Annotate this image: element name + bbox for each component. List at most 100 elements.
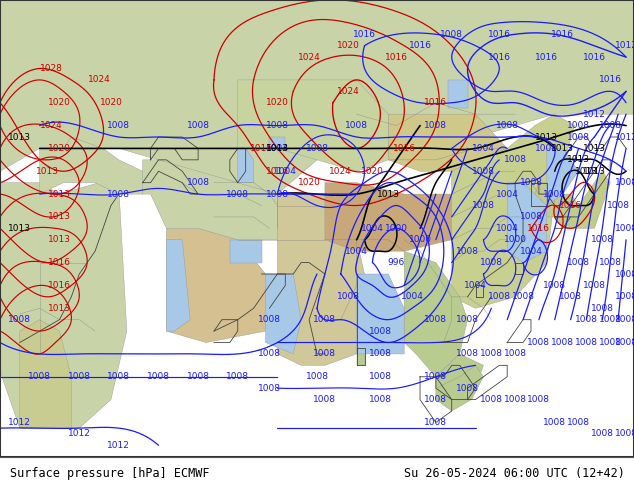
Text: 1000: 1000 <box>385 224 408 233</box>
Text: 1008: 1008 <box>567 258 590 267</box>
Text: 1013: 1013 <box>535 132 559 142</box>
Text: 1008: 1008 <box>313 315 337 324</box>
Polygon shape <box>20 319 71 428</box>
Text: 1004: 1004 <box>519 246 543 256</box>
Text: 1004: 1004 <box>496 224 519 233</box>
Text: 1008: 1008 <box>503 349 527 358</box>
Text: 1016: 1016 <box>250 144 273 153</box>
Text: 1028: 1028 <box>40 64 63 73</box>
Text: 1008: 1008 <box>480 258 503 267</box>
Text: 1008: 1008 <box>186 121 210 130</box>
Polygon shape <box>547 148 579 205</box>
Text: 1008: 1008 <box>614 270 634 278</box>
Text: 1013: 1013 <box>36 167 59 176</box>
Text: 1016: 1016 <box>488 52 511 62</box>
Text: 1008: 1008 <box>598 315 622 324</box>
Text: 1008: 1008 <box>614 178 634 187</box>
Text: 1008: 1008 <box>107 190 131 198</box>
Text: 1016: 1016 <box>408 41 432 50</box>
Text: 1020: 1020 <box>266 98 289 107</box>
Text: 1008: 1008 <box>496 121 519 130</box>
Text: 1008: 1008 <box>551 338 574 347</box>
Text: 1008: 1008 <box>226 190 249 198</box>
Text: 1016: 1016 <box>385 52 408 62</box>
Text: 1016: 1016 <box>535 52 559 62</box>
Text: 1008: 1008 <box>424 121 448 130</box>
Text: 1016: 1016 <box>353 30 376 39</box>
Text: 1008: 1008 <box>107 121 131 130</box>
Text: 1008: 1008 <box>503 395 527 404</box>
Text: 1008: 1008 <box>598 258 622 267</box>
Text: 1020: 1020 <box>337 41 360 50</box>
Polygon shape <box>507 183 547 263</box>
Text: 1004: 1004 <box>266 144 289 153</box>
Polygon shape <box>143 160 278 240</box>
Text: 1008: 1008 <box>614 293 634 301</box>
Text: 1008: 1008 <box>535 144 559 153</box>
Polygon shape <box>555 171 610 228</box>
Text: 1000: 1000 <box>503 235 527 244</box>
Text: 1020: 1020 <box>361 167 384 176</box>
Text: 1008: 1008 <box>258 349 281 358</box>
Text: 1008: 1008 <box>424 372 448 381</box>
Text: 1008: 1008 <box>575 338 598 347</box>
Text: 1020: 1020 <box>100 98 122 107</box>
Text: 1013: 1013 <box>8 224 31 233</box>
Text: 1008: 1008 <box>543 190 566 198</box>
Text: 1008: 1008 <box>313 349 337 358</box>
Text: 1008: 1008 <box>266 190 289 198</box>
Polygon shape <box>166 240 190 331</box>
Text: 1008: 1008 <box>567 418 590 427</box>
Text: 1008: 1008 <box>186 178 210 187</box>
Text: 1008: 1008 <box>614 338 634 347</box>
Text: 1008: 1008 <box>503 155 527 164</box>
Text: 1024: 1024 <box>87 75 110 84</box>
Text: 1008: 1008 <box>488 293 511 301</box>
Text: 1008: 1008 <box>591 235 614 244</box>
Text: 1004: 1004 <box>361 224 384 233</box>
Polygon shape <box>238 148 254 183</box>
Text: 1008: 1008 <box>456 315 479 324</box>
Text: 1013: 1013 <box>575 167 598 176</box>
Text: 1016: 1016 <box>266 167 289 176</box>
Text: 1008: 1008 <box>456 384 479 392</box>
Text: 1024: 1024 <box>298 52 320 62</box>
Text: 1008: 1008 <box>598 338 622 347</box>
Text: 1008: 1008 <box>369 349 392 358</box>
Text: 1008: 1008 <box>472 167 495 176</box>
Text: 1000: 1000 <box>408 235 432 244</box>
Polygon shape <box>356 348 365 366</box>
Text: 1016: 1016 <box>598 75 622 84</box>
Polygon shape <box>230 240 262 263</box>
Text: 1024: 1024 <box>40 121 63 130</box>
Text: 1008: 1008 <box>8 315 31 324</box>
Text: 1008: 1008 <box>591 304 614 313</box>
Text: 1008: 1008 <box>559 293 582 301</box>
Text: 1008: 1008 <box>186 372 210 381</box>
Polygon shape <box>356 274 404 354</box>
Text: 1008: 1008 <box>306 144 328 153</box>
Text: 1008: 1008 <box>614 429 634 439</box>
Text: 1008: 1008 <box>424 395 448 404</box>
Text: 1008: 1008 <box>512 293 534 301</box>
Text: 1016: 1016 <box>392 144 416 153</box>
Text: 1004: 1004 <box>345 246 368 256</box>
Text: 1013: 1013 <box>266 144 289 153</box>
Polygon shape <box>266 274 301 354</box>
Text: 1008: 1008 <box>607 201 630 210</box>
Text: 1008: 1008 <box>567 121 590 130</box>
Text: 1012: 1012 <box>8 418 31 427</box>
Text: 1008: 1008 <box>424 418 448 427</box>
Text: 1008: 1008 <box>266 121 289 130</box>
Polygon shape <box>278 194 365 366</box>
Text: 1012: 1012 <box>614 41 634 50</box>
Text: 1020: 1020 <box>48 144 71 153</box>
Text: 1013: 1013 <box>48 304 71 313</box>
Text: 1008: 1008 <box>591 429 614 439</box>
Polygon shape <box>0 0 634 194</box>
Text: 1008: 1008 <box>472 201 495 210</box>
Text: 1008: 1008 <box>258 384 281 392</box>
Text: 1016: 1016 <box>559 201 582 210</box>
Text: 1008: 1008 <box>345 121 368 130</box>
Text: 1008: 1008 <box>28 372 51 381</box>
